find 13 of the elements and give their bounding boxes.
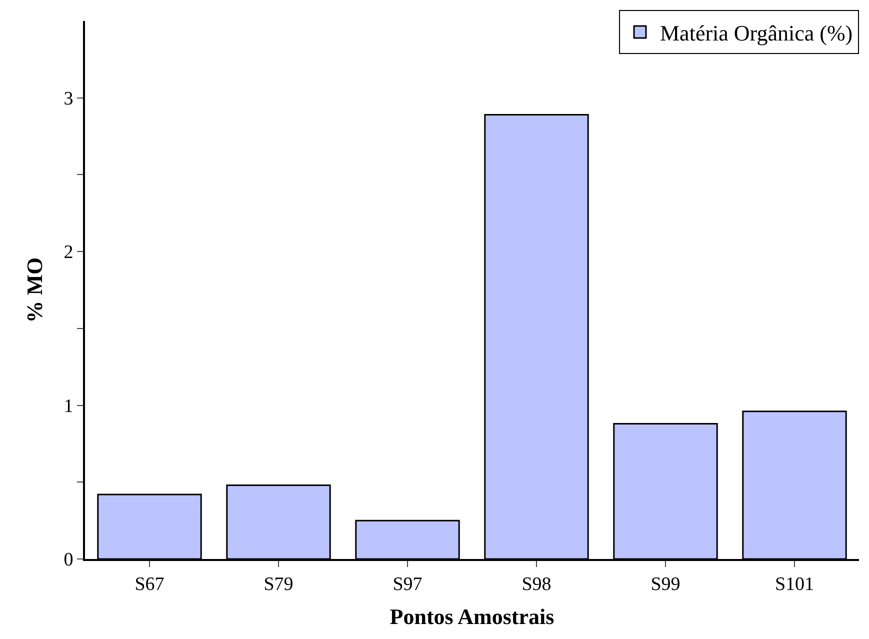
y-axis-title: % MO — [22, 257, 47, 323]
x-tick-label: S101 — [774, 574, 814, 595]
y-tick-label: 2 — [64, 242, 74, 264]
y-tick-label: 0 — [64, 550, 74, 571]
x-tick-label: S99 — [650, 574, 680, 595]
x-tick-label: S97 — [392, 574, 422, 595]
x-tick-label: S98 — [522, 574, 552, 595]
x-tick-label: S67 — [134, 574, 164, 595]
x-axis-title: Pontos Amostrais — [390, 604, 555, 630]
x-tick-label: S79 — [264, 574, 294, 595]
y-tick-label: 3 — [64, 88, 74, 110]
y-tick-label: 1 — [64, 396, 74, 417]
legend-label: Matéria Orgânica (%) — [660, 20, 853, 46]
